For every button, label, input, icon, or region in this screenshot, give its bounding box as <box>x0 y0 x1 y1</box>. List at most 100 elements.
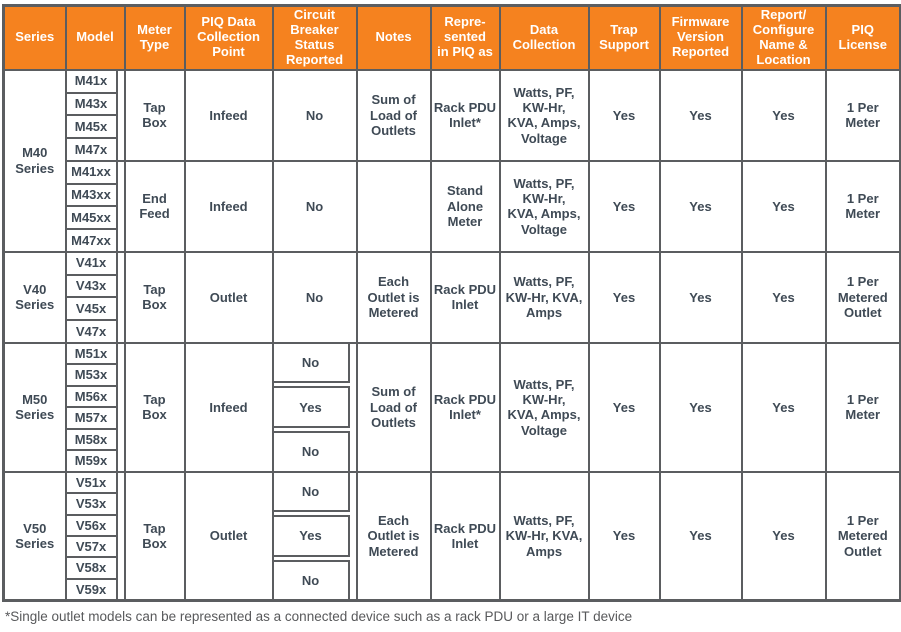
col-header-meter-type: Meter Type <box>123 4 186 71</box>
report-cell: Yes <box>740 159 827 253</box>
firmware-cell: Yes <box>658 68 743 162</box>
series-cell: M40 Series <box>2 68 67 253</box>
breaker-cell: No <box>271 68 358 162</box>
model-cell: M41x <box>66 70 118 94</box>
license-cell: 1 Per Meter <box>824 68 901 162</box>
breaker-sub-cell: No <box>273 343 350 384</box>
data-collection-cell: Watts, PF, KW-Hr, KVA, Amps <box>498 250 590 344</box>
report-cell: Yes <box>740 341 827 473</box>
breaker-cell: No Yes No <box>271 341 358 473</box>
model-cell: M58x <box>66 429 118 452</box>
model-cell: M47x <box>67 139 118 160</box>
breaker-cell: No Yes No <box>271 470 358 602</box>
col-header-collection-point: PIQ Data Collection Point <box>183 4 274 71</box>
represented-cell: Rack PDU Inlet <box>429 250 501 344</box>
model-stack: M41x M43x M45x M47x <box>66 70 124 160</box>
represented-cell: Stand Alone Meter <box>429 159 501 253</box>
model-cell: M45x <box>66 116 118 139</box>
col-header-series: Series <box>2 4 67 71</box>
table-header: Series Model Meter Type PIQ Data Collect… <box>2 4 901 71</box>
collection-point-cell: Infeed <box>183 68 274 162</box>
model-cell: M59x <box>67 451 118 471</box>
collection-point-cell: Outlet <box>183 470 274 602</box>
model-cell: V51x <box>66 472 118 495</box>
model-cell: M41xx <box>66 161 118 185</box>
table-body: M40 Series M41x M43x M45x M47x Tap Box I… <box>2 68 901 602</box>
model-cell: V41x <box>66 252 118 276</box>
series-cell: V50 Series <box>2 470 67 602</box>
model-cell: V58x <box>66 558 118 580</box>
data-collection-cell: Watts, PF, KW-Hr, KVA, Amps <box>498 470 590 602</box>
firmware-cell: Yes <box>658 250 743 344</box>
represented-cell: Rack PDU Inlet* <box>429 68 501 162</box>
model-cell: M43xx <box>66 184 118 208</box>
table-row-m40-endfeed: M41xx M43xx M45xx M47xx End Feed Infeed … <box>4 159 901 253</box>
model-cell: V47x <box>67 321 118 342</box>
represented-cell: Rack PDU Inlet* <box>429 341 501 473</box>
license-cell: 1 Per Meter <box>824 159 901 253</box>
model-cell: V57x <box>66 537 118 559</box>
breaker-sub-cell: No <box>273 431 350 471</box>
notes-cell: Each Outlet is Metered <box>355 250 432 344</box>
series-cell: V40 Series <box>2 250 67 344</box>
notes-cell: Each Outlet is Metered <box>355 470 432 602</box>
collection-point-cell: Outlet <box>183 250 274 344</box>
represented-cell: Rack PDU Inlet <box>429 470 501 602</box>
model-cell: M57x <box>66 408 118 430</box>
breaker-sub-cell: Yes <box>273 515 350 557</box>
col-header-firmware: Firmware Version Reported <box>658 4 743 71</box>
breaker-sub-cell: Yes <box>273 386 350 429</box>
breaker-cell: No <box>271 159 358 253</box>
col-header-report-configure: Report/ Configure Name & Location <box>740 4 827 71</box>
model-stack: M41xx M43xx M45xx M47xx <box>66 161 124 251</box>
table-row-m50: M50 Series M51x M53x M56x M57x M58x M59x… <box>2 341 901 473</box>
table-row-v50: V50 Series V51x V53x V56x V57x V58x V59x… <box>2 470 901 602</box>
report-cell: Yes <box>740 68 827 162</box>
notes-cell: Sum of Load of Outlets <box>355 68 432 162</box>
trap-cell: Yes <box>587 68 661 162</box>
data-collection-cell: Watts, PF, KW-Hr, KVA, Amps, Voltage <box>498 341 590 473</box>
breaker-sub-cell: No <box>273 472 350 513</box>
notes-cell <box>355 159 432 253</box>
breaker-cell: No <box>271 250 358 344</box>
data-collection-cell: Watts, PF, KW-Hr, KVA, Amps, Voltage <box>498 68 590 162</box>
model-cell: V53x <box>66 494 118 516</box>
model-cell: V45x <box>66 298 118 321</box>
footnote: *Single outlet models can be represented… <box>5 609 633 625</box>
license-cell: 1 Per Metered Outlet <box>824 470 901 602</box>
col-header-notes: Notes <box>355 4 432 71</box>
table-row-m40-tapbox: M40 Series M41x M43x M45x M47x Tap Box I… <box>2 68 901 253</box>
report-cell: Yes <box>740 250 827 344</box>
model-column: M51x M53x M56x M57x M58x M59x <box>64 341 126 473</box>
trap-cell: Yes <box>587 159 661 253</box>
model-cell: V56x <box>66 515 118 538</box>
collection-point-cell: Infeed <box>183 159 274 253</box>
model-column: M41x M43x M45x M47x <box>64 68 126 162</box>
model-stack: V51x V53x V56x V57x V58x V59x <box>66 472 124 600</box>
model-cell: V59x <box>67 579 118 600</box>
model-cell: M56x <box>66 386 118 409</box>
model-cell: M53x <box>66 365 118 387</box>
meter-type-cell: Tap Box <box>123 250 186 344</box>
model-cell: M51x <box>66 343 118 366</box>
breaker-stack: No Yes No <box>273 343 356 471</box>
model-stack: V41x V43x V45x V47x <box>66 252 124 342</box>
trap-cell: Yes <box>587 470 661 602</box>
license-cell: 1 Per Metered Outlet <box>824 250 901 344</box>
model-column: V51x V53x V56x V57x V58x V59x <box>64 470 126 602</box>
breaker-sub-cell: No <box>273 559 350 600</box>
model-column: V41x V43x V45x V47x <box>64 250 126 344</box>
col-header-model: Model <box>64 4 126 71</box>
col-header-piq-license: PIQ License <box>824 4 901 71</box>
model-cell: M43x <box>66 93 118 117</box>
meter-type-cell: Tap Box <box>123 341 186 473</box>
model-stack: M51x M53x M56x M57x M58x M59x <box>66 343 124 471</box>
col-header-represented: Repre- sented in PIQ as <box>429 4 501 71</box>
firmware-cell: Yes <box>658 341 743 473</box>
breaker-stack: No Yes No <box>273 472 356 600</box>
model-column: M41xx M43xx M45xx M47xx <box>64 159 126 253</box>
data-collection-cell: Watts, PF, KW-Hr, KVA, Amps, Voltage <box>498 159 590 253</box>
col-header-data-collection: Data Collection <box>498 4 590 71</box>
report-cell: Yes <box>740 470 827 602</box>
